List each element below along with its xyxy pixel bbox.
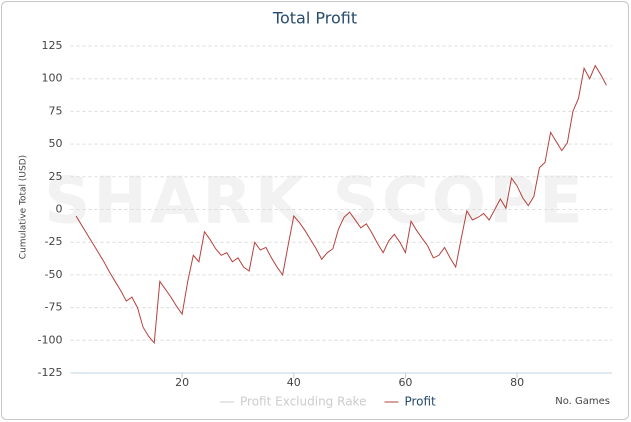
- x-tick-label: 80: [510, 376, 524, 389]
- y-tick-label: 25: [49, 170, 63, 183]
- y-tick-label: 125: [42, 39, 63, 52]
- y-tick-label: -25: [45, 235, 63, 248]
- x-axis-label: No. Games: [555, 396, 610, 407]
- y-tick-label: -50: [45, 268, 63, 281]
- chart-title: Total Profit: [272, 9, 357, 28]
- watermark: SHARK SCOPE: [44, 165, 585, 239]
- x-tick-label: 60: [398, 376, 412, 389]
- profit-line: [75, 64, 607, 345]
- x-tick-label: 40: [287, 376, 301, 389]
- legend-label: Profit Excluding Rake: [240, 395, 366, 409]
- y-tick-label: -75: [45, 301, 63, 314]
- y-tick-label: 50: [49, 137, 63, 150]
- x-tick-label: 20: [175, 376, 189, 389]
- y-tick-label: 0: [56, 203, 63, 216]
- legend-label: Profit: [404, 395, 436, 409]
- y-tick-label: -125: [38, 366, 63, 379]
- y-tick-label: 75: [49, 104, 63, 117]
- y-tick-label: 100: [42, 72, 63, 85]
- y-axis-label: Cumulative Total (USD): [19, 155, 29, 259]
- y-tick-label: -100: [38, 333, 63, 346]
